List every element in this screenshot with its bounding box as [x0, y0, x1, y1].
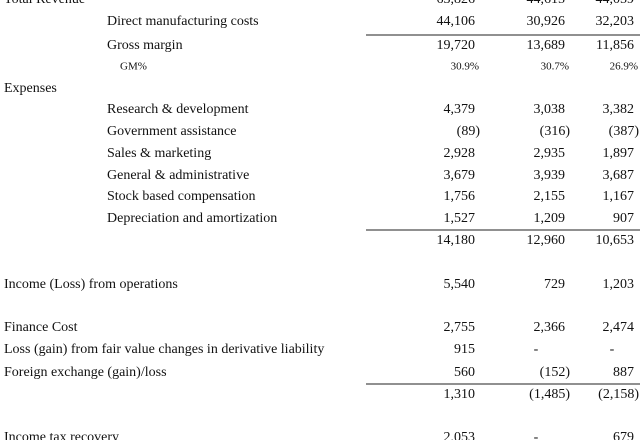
amount: - — [534, 342, 539, 357]
line-item-label: GM% — [120, 61, 147, 73]
amount: 1,897 — [603, 146, 635, 161]
section-label: Income tax recovery — [4, 430, 119, 440]
amount: 44,615 — [527, 0, 566, 7]
amount: 3,679 — [444, 168, 476, 183]
amount: 12,960 — [527, 233, 566, 248]
amount: 32,203 — [596, 14, 635, 29]
amount: 729 — [544, 277, 565, 292]
amount: 3,939 — [534, 168, 566, 183]
line-item-label: General & administrative — [107, 168, 249, 183]
amount: 1,756 — [444, 189, 476, 204]
amount: 1,203 — [603, 277, 635, 292]
amount: 63,826 — [437, 0, 476, 7]
amount: 44,059 — [596, 0, 635, 7]
amount: 2,155 — [534, 189, 566, 204]
amount: - — [610, 342, 615, 357]
amount: 19,720 — [437, 38, 476, 53]
section-label: Total Revenue — [4, 0, 85, 7]
amount: 3,687 — [603, 168, 635, 183]
section-label: Foreign exchange (gain)/loss — [4, 365, 167, 380]
amount: 3,382 — [603, 102, 635, 117]
amount: (2,158) — [598, 387, 639, 402]
amount: 14,180 — [437, 233, 476, 248]
amount: 30.9% — [451, 61, 479, 73]
line-item-label: Gross margin — [107, 38, 183, 53]
line-item-label: Stock based compensation — [107, 189, 256, 204]
amount: 1,310 — [444, 387, 476, 402]
line-item-label: Government assistance — [107, 124, 236, 139]
amount: 679 — [613, 430, 634, 440]
amount: 2,366 — [534, 320, 566, 335]
section-label: Finance Cost — [4, 320, 78, 335]
amount: 887 — [613, 365, 634, 380]
amount: (89) — [457, 124, 481, 139]
amount: 2,928 — [444, 146, 476, 161]
amount: 2,755 — [444, 320, 476, 335]
line-item-label: Depreciation and amortization — [107, 211, 277, 226]
amount: 560 — [454, 365, 475, 380]
amount: 5,540 — [444, 277, 476, 292]
amount: 4,379 — [444, 102, 476, 117]
section-label: Income (Loss) from operations — [4, 277, 178, 292]
amount: 30,926 — [527, 14, 566, 29]
line-item-label: Direct manufacturing costs — [107, 14, 259, 29]
amount: - — [534, 430, 539, 440]
line-item-label: Research & development — [107, 102, 249, 117]
amount: 26.9% — [610, 61, 638, 73]
section-label: Loss (gain) from fair value changes in d… — [4, 342, 324, 357]
amount: 915 — [454, 342, 475, 357]
amount: 30.7% — [541, 61, 569, 73]
section-label: Expenses — [4, 81, 57, 96]
amount: 10,653 — [596, 233, 635, 248]
amount: 2,053 — [444, 430, 476, 440]
amount: 11,856 — [596, 38, 634, 53]
amount: 13,689 — [527, 38, 566, 53]
amount: 1,167 — [603, 189, 635, 204]
amount: 3,038 — [534, 102, 566, 117]
amount: (152) — [540, 365, 571, 380]
amount: 2,935 — [534, 146, 566, 161]
amount: (316) — [540, 124, 571, 139]
amount: 1,209 — [534, 211, 566, 226]
amount: (387) — [609, 124, 640, 139]
amount: 2,474 — [603, 320, 635, 335]
amount: 44,106 — [437, 14, 476, 29]
amount: 1,527 — [444, 211, 476, 226]
line-item-label: Sales & marketing — [107, 146, 211, 161]
amount: (1,485) — [529, 387, 570, 402]
amount: 907 — [613, 211, 634, 226]
